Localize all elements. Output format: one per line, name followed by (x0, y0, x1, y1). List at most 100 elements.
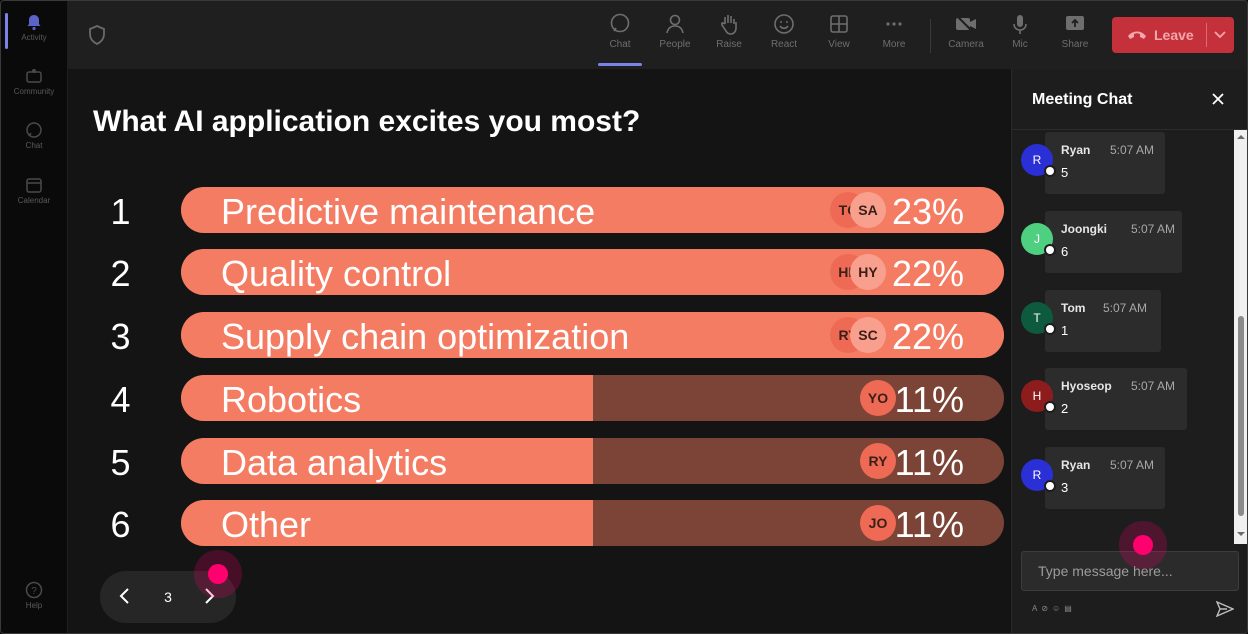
bell-icon (27, 15, 41, 31)
option-bar-fill (181, 375, 593, 421)
rail-item-calendar[interactable]: Calendar (1, 176, 67, 205)
option-bar: Other JO 11% (181, 500, 1004, 546)
hand-icon (720, 15, 737, 35)
option-bar: Robotics YO 11% (181, 375, 1004, 421)
option-rank: 4 (110, 379, 131, 420)
toolbar-react-button[interactable]: React (759, 13, 809, 50)
grid-icon (830, 15, 848, 33)
option-label: Quality control (221, 253, 452, 294)
close-icon[interactable] (1211, 92, 1225, 106)
smiley-icon (774, 14, 794, 34)
toolbar-label: Share (1061, 39, 1089, 50)
scroll-up-icon[interactable] (1237, 133, 1245, 141)
message-time: 5:07 AM (1103, 301, 1148, 315)
toolbar-label: View (828, 39, 850, 50)
chat-message[interactable]: Hyoseop 5:07 AM 2 H (1012, 366, 1234, 430)
message-bubble: Ryan 5:07 AM 3 (1045, 447, 1165, 509)
message-bubble: Tom 5:07 AM 1 (1045, 290, 1161, 352)
toolbar-label: Camera (948, 39, 984, 50)
presence-status (1044, 480, 1056, 492)
share-icon (1066, 16, 1084, 30)
toolbar-divider (930, 19, 931, 53)
chat-message[interactable]: Ryan 5:07 AM 3 R (1012, 445, 1234, 509)
rail-active-indicator (5, 13, 8, 49)
rail-item-label: Chat (25, 141, 43, 150)
voter-avatar: HY (850, 254, 886, 290)
rail-item-community[interactable]: Community (1, 67, 67, 96)
chevron-left-icon[interactable] (118, 587, 132, 605)
chat-title: Meeting Chat (1032, 91, 1133, 108)
toolbar-mic-button[interactable]: Mic (995, 13, 1045, 50)
chat-message[interactable]: Joongki 5:07 AM 6 J (1012, 209, 1234, 273)
option-label: Other (221, 504, 312, 545)
rail-item-label: Help (25, 601, 43, 610)
toolbar-label: Chat (609, 39, 631, 50)
toolbar-view-button[interactable]: View (814, 13, 864, 50)
send-icon[interactable] (1216, 601, 1234, 617)
option-percent: 11% (894, 504, 964, 545)
presence-status (1044, 323, 1056, 335)
mic-icon (1013, 15, 1027, 34)
chevron-right-icon[interactable] (202, 587, 216, 605)
poll-title: What AI application excites you most? (93, 105, 641, 138)
attach-icon[interactable]: ⊘ (1041, 604, 1053, 613)
toolbar-more-button[interactable]: More (869, 13, 919, 50)
pointer-highlight (1133, 535, 1153, 555)
chat-message-input[interactable] (1021, 551, 1239, 591)
option-bar: Supply chain optimization RY SC 22% (181, 312, 1004, 358)
format-toolbar[interactable]: A⊘☺▤ (1032, 604, 1076, 613)
chat-message-list[interactable]: Ryan 5:07 AM 5 R Joongki 5:07 AM 6 J Tom 5:07 AM 1… (1012, 130, 1234, 544)
chat-message[interactable]: Tom 5:07 AM 1 T (1012, 288, 1234, 352)
gif-icon[interactable]: ▤ (1064, 604, 1076, 613)
rail-item-help[interactable]: ? Help (1, 581, 67, 610)
message-time: 5:07 AM (1110, 143, 1155, 157)
people-icon (666, 14, 684, 34)
option-rank: 3 (110, 316, 131, 357)
presence-status (1044, 244, 1056, 256)
chat-message[interactable]: Ryan 5:07 AM 5 R (1012, 130, 1234, 194)
toolbar-label: Raise (716, 39, 742, 50)
message-time: 5:07 AM (1131, 222, 1176, 236)
format-icon[interactable]: A (1032, 604, 1042, 613)
message-text: 2 (1061, 401, 1069, 416)
calendar-icon (26, 178, 42, 193)
chevron-down-icon[interactable] (1214, 29, 1226, 39)
leave-button[interactable]: Leave (1112, 17, 1234, 53)
chat-icon (610, 13, 630, 33)
rail-item-activity[interactable]: Activity (1, 13, 67, 42)
scroll-thumb[interactable] (1238, 316, 1244, 516)
option-rank: 1 (110, 191, 131, 232)
message-time: 5:07 AM (1131, 379, 1176, 393)
scroll-down-icon[interactable] (1237, 530, 1245, 538)
message-bubble: Ryan 5:07 AM 5 (1045, 132, 1165, 194)
more-icon (886, 22, 902, 26)
page-number: 3 (164, 589, 172, 605)
toolbar-label: People (659, 39, 691, 50)
message-bubble: Hyoseop 5:07 AM 2 (1045, 368, 1187, 430)
option-bar: Predictive maintenance TC SA 23% (181, 187, 1004, 233)
presence-status (1044, 401, 1056, 413)
toolbar-people-button[interactable]: People (650, 13, 700, 50)
message-bubble: Joongki 5:07 AM 6 (1045, 211, 1182, 273)
pointer-highlight (208, 564, 228, 584)
option-label: Supply chain optimization (221, 316, 630, 357)
sender-name: Hyoseop (1061, 379, 1112, 393)
message-text: 5 (1061, 165, 1069, 180)
rail-item-chat[interactable]: Chat (1, 121, 67, 150)
toolbar-raise-button[interactable]: Raise (704, 13, 754, 50)
shield-icon[interactable] (88, 25, 106, 45)
message-text: 6 (1061, 244, 1069, 259)
sender-name: Joongki (1061, 222, 1108, 236)
option-rank: 2 (110, 253, 131, 294)
option-percent: 11% (894, 379, 964, 420)
emoji-icon[interactable]: ☺ (1052, 604, 1065, 613)
poll-stage: What AI application excites you most? 1 P… (68, 69, 1010, 633)
chat-scrollbar[interactable] (1234, 130, 1247, 544)
toolbar-chat-button[interactable]: Chat (595, 13, 645, 50)
meeting-toolbar: Chat People Raise React View More Camera (68, 1, 1247, 69)
rail-item-label: Calendar (17, 196, 51, 205)
toolbar-camera-button[interactable]: Camera (941, 13, 991, 50)
option-percent: 22% (891, 316, 964, 357)
poll-option-row: 1 Predictive maintenance TC SA 23% (68, 187, 1010, 235)
toolbar-share-button[interactable]: Share (1050, 13, 1100, 50)
